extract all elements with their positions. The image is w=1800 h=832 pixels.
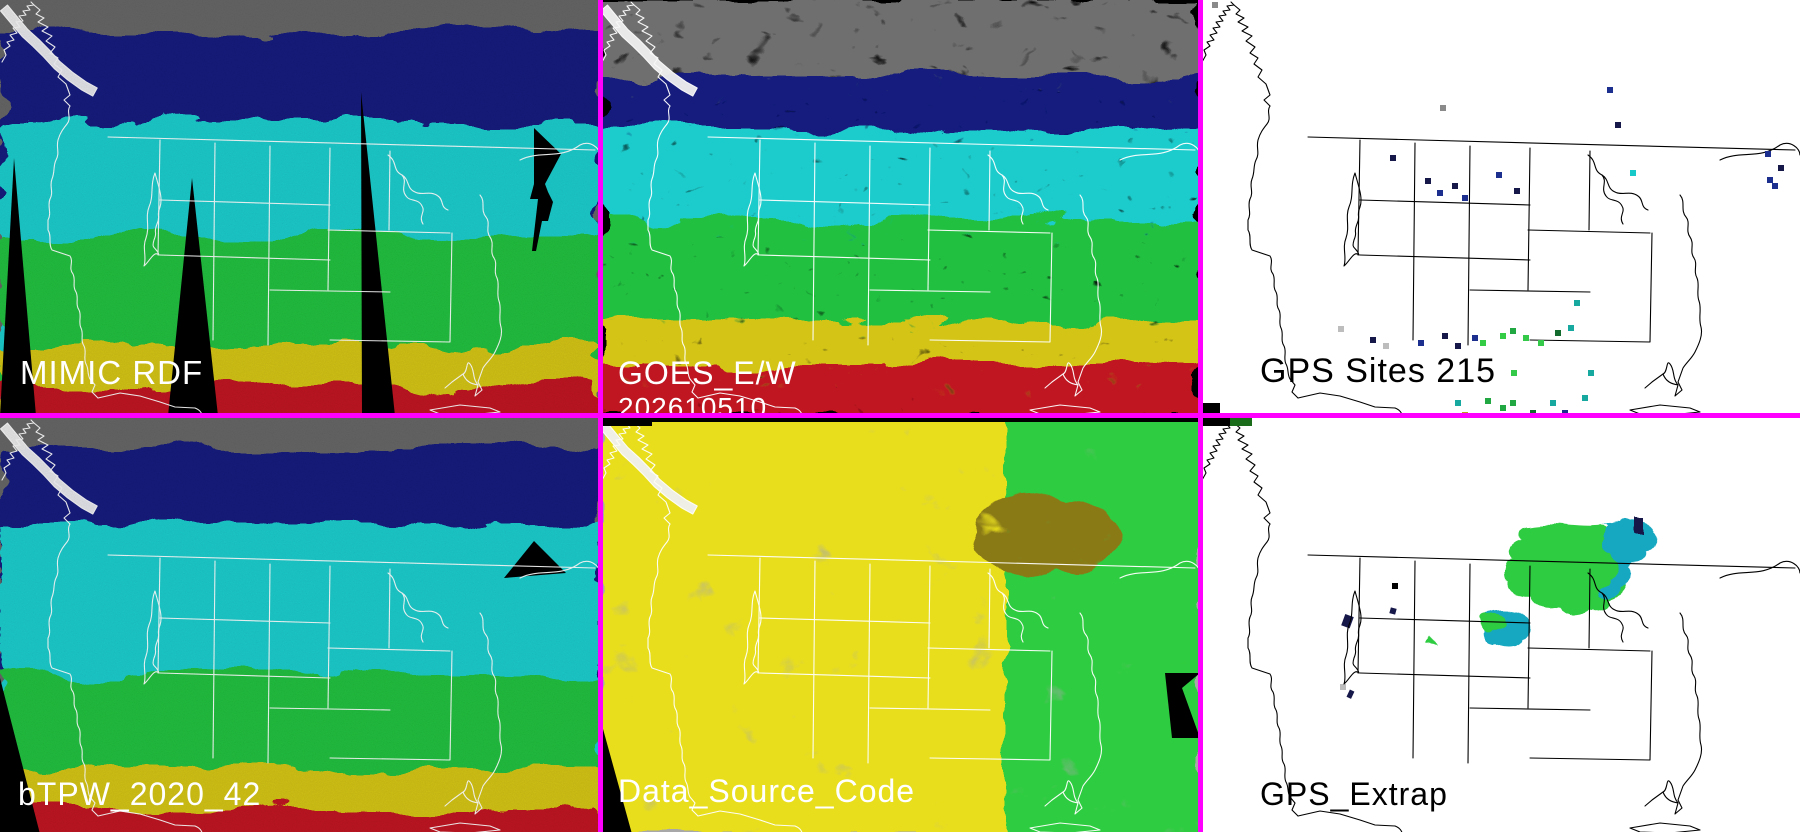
svg-text:GPS Sites 215: GPS Sites 215 [1260, 352, 1496, 390]
